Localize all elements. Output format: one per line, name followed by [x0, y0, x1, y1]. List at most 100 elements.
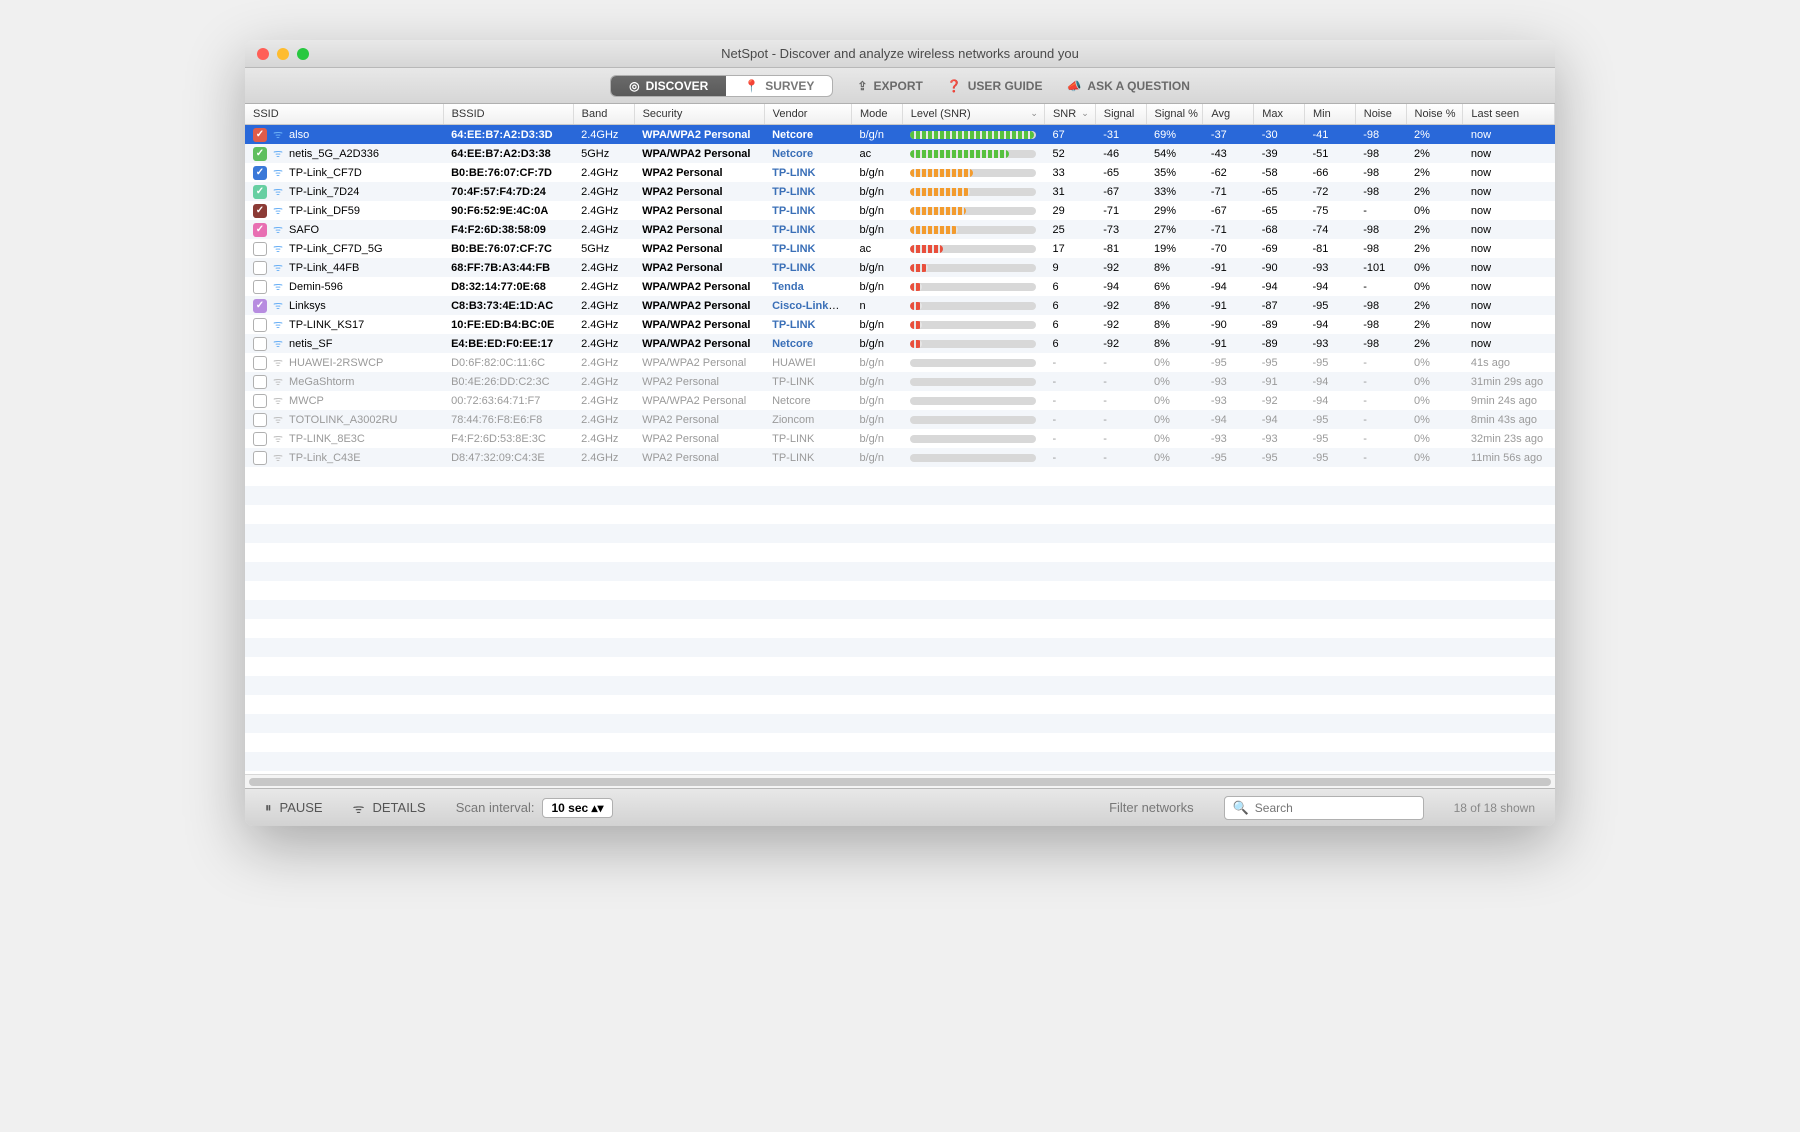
col-security[interactable]: Security	[634, 104, 764, 125]
vendor-link[interactable]: TP-LINK	[772, 243, 815, 255]
col-avg[interactable]: Avg	[1203, 104, 1254, 125]
row-checkbox[interactable]	[253, 128, 267, 142]
level-cell	[902, 296, 1044, 315]
maximize-button[interactable]	[297, 48, 309, 60]
row-checkbox[interactable]	[253, 185, 267, 199]
col-min[interactable]: Min	[1304, 104, 1355, 125]
table-row[interactable]: ᯤ SAFO F4:F2:6D:38:58:09 2.4GHz WPA2 Per…	[245, 220, 1555, 239]
vendor-cell: TP-LINK	[764, 163, 851, 182]
wifi-signal-icon: ᯤ	[273, 260, 283, 275]
noise-cell: -98	[1355, 315, 1406, 334]
row-checkbox[interactable]	[253, 451, 267, 465]
table-row[interactable]: ᯤ Demin-596 D8:32:14:77:0E:68 2.4GHz WPA…	[245, 277, 1555, 296]
survey-tab[interactable]: 📍 SURVEY	[726, 76, 832, 96]
vendor-link[interactable]: HUAWEI	[772, 357, 816, 369]
noise-pct-cell: 0%	[1406, 277, 1463, 296]
row-checkbox[interactable]	[253, 299, 267, 313]
vendor-link[interactable]: TP-LINK	[772, 186, 815, 198]
col-bssid[interactable]: BSSID	[443, 104, 573, 125]
row-checkbox[interactable]	[253, 204, 267, 218]
col-snr[interactable]: SNR⌄	[1044, 104, 1095, 125]
table-row[interactable]: ᯤ MeGaShtorm B0:4E:26:DD:C2:3C 2.4GHz WP…	[245, 372, 1555, 391]
discover-tab[interactable]: ◎ DISCOVER	[611, 76, 726, 96]
col-signal[interactable]: Signal	[1095, 104, 1146, 125]
row-checkbox[interactable]	[253, 261, 267, 275]
vendor-link[interactable]: TP-LINK	[772, 376, 814, 388]
row-checkbox[interactable]	[253, 413, 267, 427]
horizontal-scrollbar[interactable]	[245, 774, 1555, 788]
row-checkbox[interactable]	[253, 356, 267, 370]
table-row[interactable]: ᯤ Linksys C8:B3:73:4E:1D:AC 2.4GHz WPA/W…	[245, 296, 1555, 315]
table-row[interactable]: ᯤ TP-Link_C43E D8:47:32:09:C4:3E 2.4GHz …	[245, 448, 1555, 467]
col-band[interactable]: Band	[573, 104, 634, 125]
search-input[interactable]	[1255, 801, 1415, 815]
vendor-link[interactable]: TP-LINK	[772, 167, 815, 179]
row-checkbox[interactable]	[253, 318, 267, 332]
max-cell: -65	[1254, 182, 1305, 201]
row-checkbox[interactable]	[253, 394, 267, 408]
details-button[interactable]: ᯤ DETAILS	[353, 799, 426, 817]
noise-pct-cell: 0%	[1406, 258, 1463, 277]
row-checkbox[interactable]	[253, 280, 267, 294]
col-noise-pct[interactable]: Noise %	[1406, 104, 1463, 125]
close-button[interactable]	[257, 48, 269, 60]
band-cell: 2.4GHz	[573, 220, 634, 239]
row-checkbox[interactable]	[253, 223, 267, 237]
table-row[interactable]: ᯤ also 64:EE:B7:A2:D3:3D 2.4GHz WPA/WPA2…	[245, 125, 1555, 145]
row-checkbox[interactable]	[253, 375, 267, 389]
vendor-link[interactable]: Netcore	[772, 338, 813, 350]
col-signal-pct[interactable]: Signal %	[1146, 104, 1203, 125]
table-row[interactable]: ᯤ TP-LINK_8E3C F4:F2:6D:53:8E:3C 2.4GHz …	[245, 429, 1555, 448]
table-row[interactable]: ᯤ netis_SF E4:BE:ED:F0:EE:17 2.4GHz WPA/…	[245, 334, 1555, 353]
row-checkbox[interactable]	[253, 337, 267, 351]
col-noise[interactable]: Noise	[1355, 104, 1406, 125]
vendor-link[interactable]: TP-LINK	[772, 224, 815, 236]
table-row[interactable]: ᯤ TP-Link_CF7D B0:BE:76:07:CF:7D 2.4GHz …	[245, 163, 1555, 182]
vendor-link[interactable]: Netcore	[772, 148, 813, 160]
search-box[interactable]: 🔍	[1224, 796, 1424, 820]
vendor-link[interactable]: Netcore	[772, 395, 811, 407]
vendor-link[interactable]: TP-LINK	[772, 319, 815, 331]
mode-cell: b/g/n	[851, 334, 902, 353]
updown-icon: ▴▾	[592, 801, 604, 815]
row-checkbox[interactable]	[253, 242, 267, 256]
col-ssid[interactable]: SSID	[245, 104, 443, 125]
wifi-signal-icon: ᯤ	[273, 298, 283, 313]
row-checkbox[interactable]	[253, 432, 267, 446]
col-mode[interactable]: Mode	[851, 104, 902, 125]
vendor-link[interactable]: TP-LINK	[772, 433, 814, 445]
vendor-link[interactable]: TP-LINK	[772, 452, 814, 464]
table-row[interactable]: ᯤ netis_5G_A2D336 64:EE:B7:A2:D3:38 5GHz…	[245, 144, 1555, 163]
export-button[interactable]: ⇪ EXPORT	[857, 79, 922, 93]
vendor-link[interactable]: TP-LINK	[772, 262, 815, 274]
row-checkbox[interactable]	[253, 166, 267, 180]
ssid-cell: TP-LINK_KS17	[289, 319, 364, 331]
min-cell: -94	[1304, 372, 1355, 391]
table-row[interactable]: ᯤ TOTOLINK_A3002RU 78:44:76:F8:E6:F8 2.4…	[245, 410, 1555, 429]
table-row[interactable]: ᯤ TP-Link_CF7D_5G B0:BE:76:07:CF:7C 5GHz…	[245, 239, 1555, 258]
vendor-link[interactable]: Cisco-Linksys	[772, 300, 847, 312]
table-row[interactable]: ᯤ TP-Link_DF59 90:F6:52:9E:4C:0A 2.4GHz …	[245, 201, 1555, 220]
col-level[interactable]: Level (SNR)⌄	[902, 104, 1044, 125]
table-row[interactable]: ᯤ HUAWEI-2RSWCP D0:6F:82:0C:11:6C 2.4GHz…	[245, 353, 1555, 372]
pause-button[interactable]: ⏸ PAUSE	[265, 800, 323, 816]
row-checkbox[interactable]	[253, 147, 267, 161]
col-vendor[interactable]: Vendor	[764, 104, 851, 125]
noise-pct-cell: 0%	[1406, 353, 1463, 372]
minimize-button[interactable]	[277, 48, 289, 60]
vendor-link[interactable]: Tenda	[772, 281, 804, 293]
table-row[interactable]: ᯤ MWCP 00:72:63:64:71:F7 2.4GHz WPA/WPA2…	[245, 391, 1555, 410]
table-row[interactable]: ᯤ TP-Link_7D24 70:4F:57:F4:7D:24 2.4GHz …	[245, 182, 1555, 201]
ask-question-link[interactable]: 📣 ASK A QUESTION	[1066, 79, 1189, 93]
vendor-link[interactable]: Netcore	[772, 129, 813, 141]
col-max[interactable]: Max	[1254, 104, 1305, 125]
vendor-link[interactable]: Zioncom	[772, 414, 814, 426]
scan-interval-select[interactable]: 10 sec ▴▾	[542, 798, 612, 818]
noise-cell: -	[1355, 372, 1406, 391]
vendor-link[interactable]: TP-LINK	[772, 205, 815, 217]
user-guide-link[interactable]: ❓ USER GUIDE	[947, 79, 1043, 93]
empty-row	[245, 676, 1555, 695]
table-row[interactable]: ᯤ TP-LINK_KS17 10:FE:ED:B4:BC:0E 2.4GHz …	[245, 315, 1555, 334]
col-last-seen[interactable]: Last seen	[1463, 104, 1555, 125]
table-row[interactable]: ᯤ TP-Link_44FB 68:FF:7B:A3:44:FB 2.4GHz …	[245, 258, 1555, 277]
